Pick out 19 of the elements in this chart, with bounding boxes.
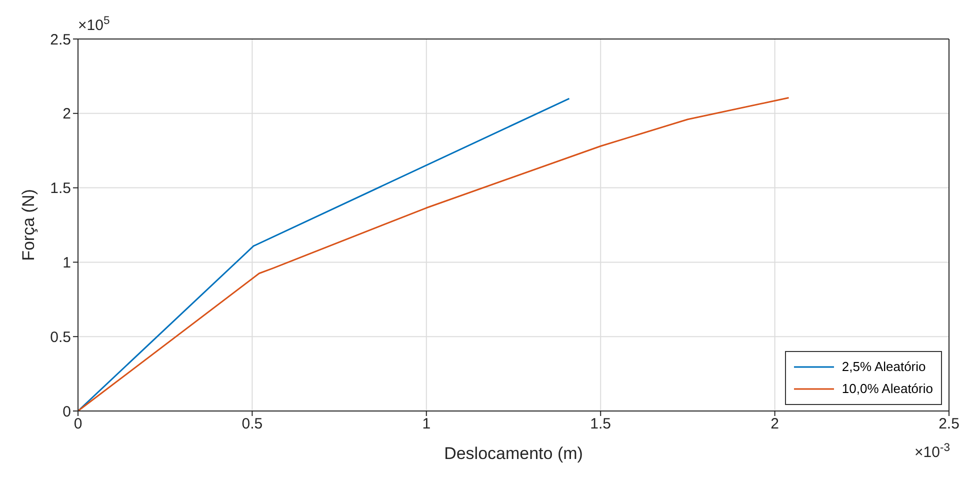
- y-tick-label: 0.5: [50, 328, 71, 346]
- x-tick-label: 2: [770, 416, 779, 433]
- line-series: [78, 97, 790, 411]
- x-tick-label: 0.5: [242, 416, 263, 433]
- legend-label: 2,5% Aleatório: [842, 358, 926, 376]
- x-tick-label: 0: [74, 416, 82, 433]
- text: ×10$^{-3}$: [914, 442, 950, 461]
- y-tick-label: 2: [62, 106, 71, 123]
- x-tick-label: 1: [422, 416, 431, 433]
- y-tick-label: 2.5: [50, 31, 71, 48]
- legend-label: 10,0% Aleatório: [842, 380, 933, 398]
- text: ×10$^{5}$: [78, 15, 110, 34]
- x-axis-title: Deslocamento (m): [444, 444, 583, 463]
- y-tick-label: 1: [62, 254, 71, 272]
- y-tick-label: 1.5: [50, 180, 71, 198]
- x-tick-label: 2.5: [938, 416, 960, 433]
- x-tick-label: 1.5: [590, 416, 612, 433]
- y-tick-label: 0: [62, 403, 71, 420]
- y-axis-title: Força (N): [19, 189, 38, 261]
